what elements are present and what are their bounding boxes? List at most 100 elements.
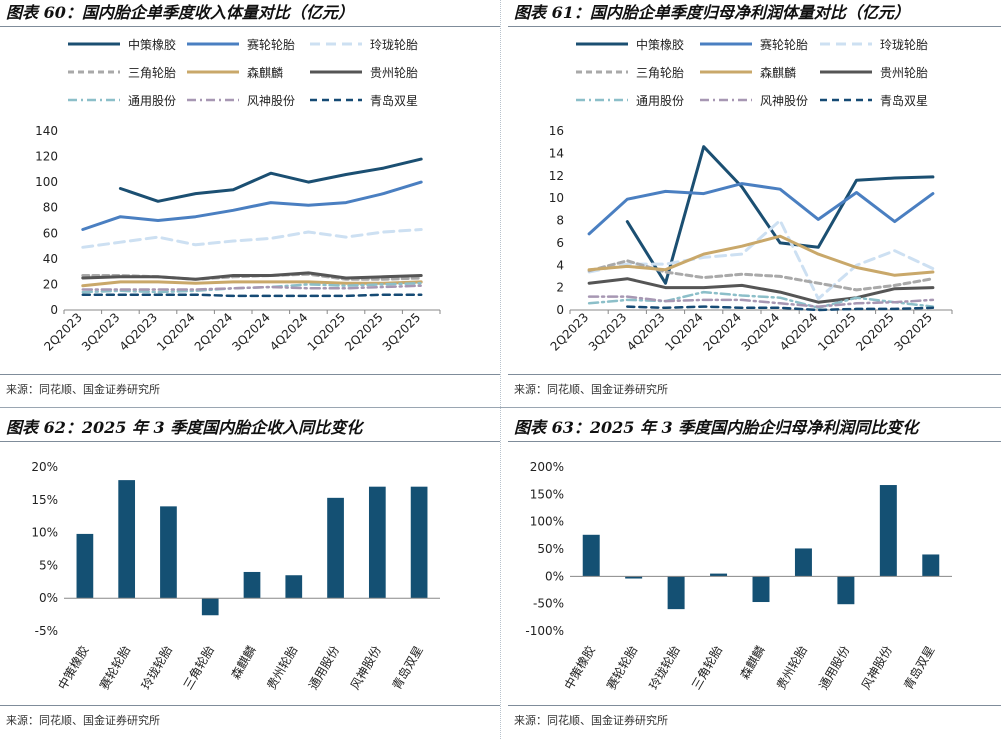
y-tick-label: 80	[43, 201, 58, 215]
title-rule	[508, 26, 1001, 27]
legend-label: 通用股份	[636, 93, 685, 108]
y-tick-label: 0%	[39, 591, 58, 605]
x-tick-label: 4Q2023	[117, 310, 161, 354]
y-tick-label: 100%	[530, 515, 564, 529]
series-line	[81, 280, 423, 288]
y-tick-label: 5%	[39, 558, 58, 572]
legend-item: 贵州轮胎	[818, 58, 928, 86]
y-tick-label: 14	[549, 146, 564, 160]
x-tick-label: 3Q2023	[586, 310, 630, 354]
legend-label: 风神股份	[247, 93, 296, 108]
x-tick-label: 1Q2025	[305, 310, 349, 354]
legend-item: 中策橡胶	[66, 30, 176, 58]
legend-item: 青岛双星	[818, 86, 928, 114]
legend-swatch	[820, 98, 872, 102]
series-line	[587, 234, 935, 277]
legend-swatch	[576, 42, 628, 46]
legend-item: 玲珑轮胎	[308, 30, 418, 58]
legend-item: 通用股份	[66, 86, 176, 114]
bar	[118, 480, 136, 599]
series-line	[81, 228, 423, 249]
series-line	[81, 271, 423, 281]
legend-label: 三角轮胎	[128, 65, 177, 80]
series-line	[81, 180, 423, 231]
y-tick-label: -50%	[533, 597, 564, 611]
x-tick-label: 3Q2025	[380, 310, 424, 354]
legend-item: 三角轮胎	[574, 58, 684, 86]
legend-label: 玲珑轮胎	[370, 37, 419, 52]
bar	[667, 576, 685, 610]
profit-yoy-bar-chart: -100% -50% 0% 50% 100% 150% 200% 中策橡胶 赛轮轮胎 玲珑轮胎 三角…	[525, 460, 952, 693]
y-tick-label: 6	[556, 236, 564, 250]
y-tick-label: 100	[35, 175, 58, 189]
x-tick-label: 青岛双星	[900, 643, 937, 692]
x-tick-label: 三角轮胎	[689, 644, 725, 693]
x-tick-label: 青岛双星	[389, 643, 426, 692]
panel-title: 图表 63：2025 年 3 季度国内胎企归母净利润同比变化	[514, 418, 919, 437]
bar	[794, 548, 812, 577]
legend-swatch	[700, 42, 752, 46]
source-rule	[508, 705, 1001, 706]
legend-swatch	[68, 70, 120, 74]
legend-label: 风神股份	[760, 93, 809, 108]
legend-label: 三角轮胎	[636, 65, 685, 80]
y-tick-label: 8	[556, 214, 564, 228]
x-tick-label: 2Q2025	[853, 310, 897, 354]
x-tick-label: 玲珑轮胎	[139, 644, 175, 693]
x-tick-label: 4Q2023	[624, 310, 668, 354]
bar	[285, 575, 303, 599]
panel-profit-volume: 图表 61：国内胎企单季度归母净利润体量对比（亿元） 中策橡胶 赛轮轮胎 玲珑轮…	[508, 0, 1001, 405]
y-tick-label: 150%	[530, 487, 564, 501]
y-tick-label: 140	[35, 124, 58, 138]
series-line	[587, 259, 935, 292]
series-line	[626, 305, 935, 312]
legend-label: 贵州轮胎	[880, 65, 929, 80]
legend-label: 森麒麟	[760, 65, 797, 80]
x-tick-label: 中策橡胶	[561, 643, 598, 692]
bar	[368, 486, 386, 599]
y-tick-label: 200%	[530, 460, 564, 474]
panel-revenue-volume: 图表 60：国内胎企单季度收入体量对比（亿元） 中策橡胶 赛轮轮胎 玲珑轮胎 三…	[0, 0, 500, 405]
bar	[922, 554, 940, 577]
panel-title: 图表 60：国内胎企单季度收入体量对比（亿元）	[6, 3, 354, 22]
bar	[625, 576, 643, 579]
legend-item: 玲珑轮胎	[818, 30, 928, 58]
bar	[582, 534, 600, 577]
source-note: 来源：同花顺、国金证券研究所	[514, 383, 668, 396]
legend-label: 青岛双星	[880, 93, 929, 108]
y-tick-label: 2	[556, 281, 564, 295]
y-tick-label: 60	[43, 226, 58, 240]
legend-label: 玲珑轮胎	[880, 37, 929, 52]
revenue-line-chart: 0204060801001201402Q20233Q20234Q20231Q20…	[35, 124, 441, 354]
y-tick-label: 120	[35, 150, 58, 164]
legend-item: 青岛双星	[308, 86, 418, 114]
revenue-yoy-bar-chart: -5% 0% 5% 10% 15% 20% 中策橡胶 赛轮轮胎 玲珑轮胎 三角轮胎 森麒麟 贵州轮胎通…	[31, 460, 440, 693]
series-line	[587, 295, 935, 308]
y-tick-label: 20	[43, 277, 58, 291]
y-tick-label: -100%	[525, 624, 564, 638]
profit-line-chart: 02468101214162Q20233Q20234Q20231Q20242Q2…	[548, 124, 953, 354]
bar	[710, 573, 728, 577]
chart-legend: 中策橡胶 赛轮轮胎 玲珑轮胎 三角轮胎 森麒麟 贵州轮胎 通用股份 风神股份 青…	[0, 30, 500, 120]
x-tick-label: 4Q2024	[777, 310, 821, 354]
x-tick-label: 4Q2024	[267, 310, 311, 354]
series-line	[587, 277, 935, 304]
legend-item: 贵州轮胎	[308, 58, 418, 86]
legend-label: 贵州轮胎	[370, 65, 419, 80]
x-tick-label: 1Q2025	[815, 310, 859, 354]
x-tick-label: 赛轮轮胎	[96, 643, 133, 692]
bar	[752, 576, 770, 603]
y-tick-label: 16	[549, 124, 564, 138]
title-rule	[0, 441, 500, 442]
x-tick-label: 3Q2024	[229, 310, 273, 354]
x-tick-label: 1Q2024	[662, 310, 706, 354]
legend-swatch	[187, 70, 239, 74]
source-rule	[0, 374, 500, 375]
y-tick-label: 20%	[31, 460, 58, 474]
series-line	[81, 284, 423, 291]
chart-legend: 中策橡胶 赛轮轮胎 玲珑轮胎 三角轮胎 森麒麟 贵州轮胎 通用股份 风神股份 青…	[508, 30, 1001, 120]
vertical-divider	[500, 0, 501, 739]
bar	[243, 571, 261, 599]
x-tick-label: 玲珑轮胎	[647, 644, 683, 693]
x-tick-label: 通用股份	[306, 644, 342, 693]
